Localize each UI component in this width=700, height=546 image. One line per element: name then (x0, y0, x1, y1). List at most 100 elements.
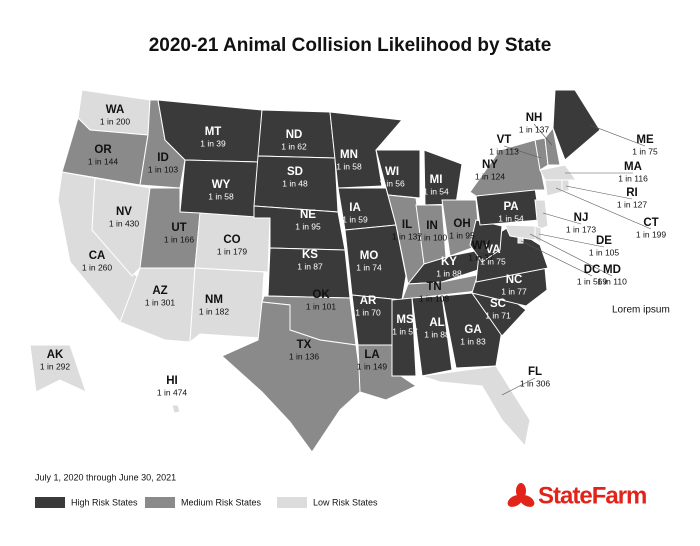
state-likelihood: 1 in 83 (460, 336, 486, 346)
state-shapes (29, 89, 601, 453)
state-likelihood: 1 in 77 (501, 286, 527, 296)
state-abbr: NH (526, 112, 543, 124)
state-likelihood: 1 in 116 (618, 173, 648, 183)
leader-line (480, 239, 489, 253)
state-abbr: TN (426, 281, 441, 293)
state-abbr: NJ (574, 212, 589, 224)
state-likelihood: 1 in 105 (589, 247, 620, 257)
logo-oval (519, 495, 535, 507)
state-abbr: MN (340, 149, 358, 161)
state-likelihood: 1 in 149 (357, 361, 388, 371)
state-abbr: NE (300, 209, 316, 221)
state-abbr: IN (426, 220, 438, 232)
state-abbr: AL (429, 317, 444, 329)
state-abbr: WA (106, 104, 125, 116)
state-shape (544, 126, 561, 166)
state-abbr: OH (453, 218, 470, 230)
state-likelihood: 1 in 58 (208, 191, 234, 201)
state-likelihood: 1 in 56 (379, 178, 405, 188)
state-likelihood: 1 in 101 (306, 301, 337, 311)
state-abbr: NY (482, 159, 498, 171)
state-likelihood: 1 in 39 (200, 138, 226, 148)
state-abbr: ME (636, 134, 654, 146)
state-likelihood: 1 in 430 (109, 218, 140, 228)
legend-swatch (145, 497, 175, 508)
state-abbr: NV (116, 206, 132, 218)
state-abbr: MO (360, 250, 379, 262)
state-abbr: MT (205, 126, 222, 138)
state-shape (539, 164, 577, 181)
state-abbr: HI (166, 375, 178, 387)
brand: StateFarm (538, 482, 646, 509)
state-abbr: CO (223, 234, 240, 246)
state-abbr: VT (497, 134, 512, 146)
state-likelihood: 1 in 48 (282, 178, 308, 188)
state-likelihood: 1 in 70 (355, 307, 381, 317)
state-likelihood: 1 in 74 (356, 262, 382, 272)
state-likelihood: 1 in 301 (145, 297, 176, 307)
state-shape (469, 139, 546, 197)
state-likelihood: 1 in 260 (82, 262, 113, 272)
state-shape (194, 212, 271, 273)
state-abbr: WY (212, 179, 231, 191)
state-shape (375, 149, 421, 199)
state-likelihood: 1 in 54 (423, 186, 449, 196)
state-likelihood: 1 in 103 (148, 164, 179, 174)
legend-label: Low Risk States (313, 497, 378, 507)
state-likelihood: 1 in 58 (336, 161, 362, 171)
leader-line (538, 233, 605, 248)
state-shape (561, 179, 570, 192)
state-likelihood: 1 in 182 (199, 306, 230, 316)
state-shape (517, 237, 524, 244)
state-abbr: IL (402, 219, 412, 231)
state-abbr: LA (364, 349, 379, 361)
state-likelihood: 1 in 199 (636, 229, 667, 239)
legend-label: High Risk States (71, 497, 138, 507)
state-likelihood: 1 in 124 (475, 171, 506, 181)
leader-line (520, 240, 593, 277)
state-shape (552, 89, 601, 161)
state-likelihood: 1 in 137 (519, 124, 550, 134)
state-abbr: ND (286, 129, 303, 141)
state-shape (329, 111, 404, 189)
note: Lorem ipsum (612, 305, 670, 316)
state-abbr: MS (396, 314, 414, 326)
state-abbr: IA (349, 202, 361, 214)
state-abbr: WV (472, 240, 491, 252)
state-abbr: DC (584, 264, 601, 276)
state-shape (91, 177, 151, 277)
leader-line (503, 145, 542, 159)
state-abbr: TX (297, 339, 312, 351)
logo: StateFarm (507, 482, 647, 509)
state-likelihood: 1 in 110 (597, 276, 627, 286)
state-abbr: CT (643, 217, 658, 229)
state-shape (171, 404, 181, 414)
state-likelihood: 1 in 200 (100, 116, 131, 126)
state-abbr: GA (464, 324, 481, 336)
state-shape (221, 301, 363, 453)
state-shape (344, 224, 407, 301)
state-likelihood: 1 in 62 (281, 141, 307, 151)
state-abbr: KS (302, 249, 318, 261)
leader-line (501, 377, 536, 396)
state-abbr: RI (626, 187, 638, 199)
state-likelihood: 1 in 569 (577, 276, 608, 286)
state-labels: WA1 in 200 OR1 in 144 CA1 in 260 NV1 in 430… (40, 104, 667, 397)
state-abbr: NM (205, 294, 223, 306)
state-abbr: VA (485, 244, 500, 256)
logo-oval (516, 483, 526, 499)
title: 2020-21 Animal Collision Likelihood by S… (149, 35, 552, 56)
legend: High Risk States Medium Risk States Low Ri… (35, 497, 378, 508)
leader-line (589, 124, 646, 147)
state-abbr: MA (624, 161, 642, 173)
legend-swatch (35, 497, 65, 508)
state-abbr: AK (47, 349, 64, 361)
state-likelihood: 1 in 306 (520, 378, 551, 388)
state-likelihood: 1 in 71 (485, 310, 511, 320)
state-likelihood: 1 in 127 (617, 199, 648, 209)
state-likelihood: 1 in 166 (164, 234, 195, 244)
state-shape (534, 199, 549, 231)
state-abbr: PA (503, 201, 518, 213)
state-abbr: UT (171, 222, 186, 234)
state-shape (391, 297, 417, 377)
